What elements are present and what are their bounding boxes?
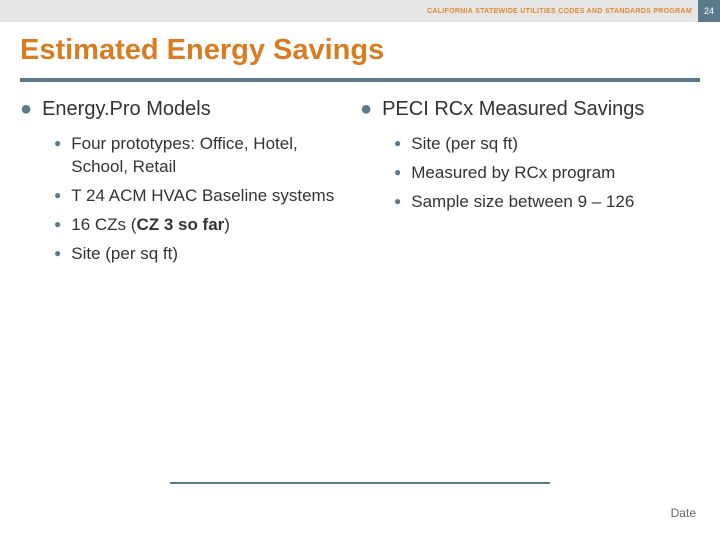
- list-item: ● T 24 ACM HVAC Baseline systems: [54, 184, 348, 207]
- bullet-icon: ●: [54, 242, 61, 265]
- body-columns: ● Energy.Pro Models ● Four prototypes: O…: [20, 96, 700, 271]
- l2-prefix: 16 CZs (: [71, 215, 136, 234]
- bullet-icon: ●: [394, 132, 401, 155]
- sublist: ● Site (per sq ft) ● Measured by RCx pro…: [394, 132, 688, 213]
- l2-text: Sample size between 9 – 126: [411, 190, 634, 213]
- slide: CALIFORNIA STATEWIDE UTILITIES CODES AND…: [0, 0, 720, 540]
- bullet-icon: ●: [360, 96, 372, 122]
- list-item: ● Energy.Pro Models: [20, 96, 348, 122]
- title-rule: [20, 78, 700, 82]
- list-item: ● Site (per sq ft): [54, 242, 348, 265]
- l1-heading: PECI RCx Measured Savings: [382, 96, 644, 122]
- bullet-icon: ●: [20, 96, 32, 122]
- header-band: CALIFORNIA STATEWIDE UTILITIES CODES AND…: [0, 0, 720, 22]
- bullet-icon: ●: [394, 161, 401, 184]
- list-item: ● PECI RCx Measured Savings: [360, 96, 688, 122]
- footer-rule: [170, 482, 550, 484]
- list-item: ● Sample size between 9 – 126: [394, 190, 688, 213]
- program-name: CALIFORNIA STATEWIDE UTILITIES CODES AND…: [427, 8, 692, 15]
- l2-suffix: ): [224, 215, 230, 234]
- bullet-icon: ●: [54, 132, 61, 178]
- list-item: ● Site (per sq ft): [394, 132, 688, 155]
- list-item: ● Measured by RCx program: [394, 161, 688, 184]
- l2-text: 16 CZs (CZ 3 so far): [71, 213, 230, 236]
- list-item: ● 16 CZs (CZ 3 so far): [54, 213, 348, 236]
- slide-title: Estimated Energy Savings: [20, 34, 384, 67]
- l1-heading: Energy.Pro Models: [42, 96, 211, 122]
- page-number: 24: [704, 6, 714, 16]
- date-label: Date: [671, 506, 696, 520]
- l2-text: Four prototypes: Office, Hotel, School, …: [71, 132, 348, 178]
- l2-bold: CZ 3 so far: [136, 215, 224, 234]
- l2-text: Site (per sq ft): [71, 242, 178, 265]
- bullet-icon: ●: [54, 213, 61, 236]
- sublist: ● Four prototypes: Office, Hotel, School…: [54, 132, 348, 265]
- bullet-icon: ●: [54, 184, 61, 207]
- bullet-icon: ●: [394, 190, 401, 213]
- left-column: ● Energy.Pro Models ● Four prototypes: O…: [20, 96, 360, 271]
- right-column: ● PECI RCx Measured Savings ● Site (per …: [360, 96, 700, 271]
- l2-text: Measured by RCx program: [411, 161, 615, 184]
- page-number-box: 24: [698, 0, 720, 22]
- list-item: ● Four prototypes: Office, Hotel, School…: [54, 132, 348, 178]
- l2-text: T 24 ACM HVAC Baseline systems: [71, 184, 334, 207]
- l2-text: Site (per sq ft): [411, 132, 518, 155]
